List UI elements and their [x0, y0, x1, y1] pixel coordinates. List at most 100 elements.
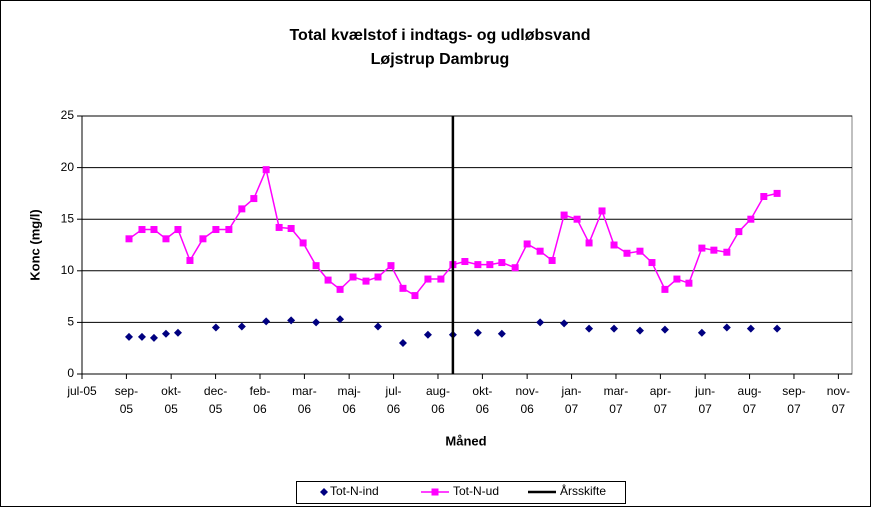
x-tick-label: jul-05 — [66, 384, 97, 398]
y-tick-label: 15 — [61, 211, 75, 225]
data-point — [423, 330, 432, 339]
data-point — [137, 332, 146, 341]
data-point — [312, 262, 320, 270]
data-point — [648, 259, 656, 267]
data-point — [374, 273, 382, 281]
x-tick-label: jan-07 — [561, 384, 582, 416]
data-point — [212, 226, 220, 234]
data-point — [523, 240, 531, 248]
x-tick-label: okt-05 — [161, 384, 181, 416]
legend-marker — [320, 488, 328, 496]
data-point — [585, 239, 593, 247]
x-axis-title: Måned — [445, 433, 486, 448]
x-tick-label: feb-06 — [250, 384, 271, 416]
data-point — [473, 328, 482, 337]
data-point — [760, 192, 768, 200]
data-point — [262, 166, 270, 174]
data-point — [461, 258, 469, 266]
data-point — [336, 315, 345, 324]
data-point — [474, 261, 482, 269]
chart-subtitle: Løjstrup Dambrug — [371, 51, 510, 68]
data-point — [125, 235, 133, 243]
x-tick-label: dec-05 — [204, 384, 227, 416]
data-point — [560, 319, 569, 328]
data-point — [560, 211, 568, 219]
data-point — [636, 247, 644, 255]
data-point — [598, 207, 606, 215]
x-tick-label: mar-06 — [292, 384, 317, 416]
data-point — [610, 241, 618, 249]
data-point — [673, 275, 681, 283]
y-tick-label: 20 — [61, 160, 75, 174]
data-point — [661, 285, 669, 293]
x-tick-label: aug-07 — [738, 384, 762, 416]
data-point — [149, 333, 158, 342]
y-tick-label: 5 — [67, 315, 74, 329]
data-point — [162, 235, 170, 243]
data-point — [161, 329, 170, 338]
data-point — [773, 189, 781, 197]
data-point — [660, 325, 669, 334]
x-tick-label: apr-07 — [650, 384, 671, 416]
data-point — [349, 273, 357, 281]
data-point — [299, 239, 307, 247]
data-point — [374, 322, 383, 331]
data-point — [399, 284, 407, 292]
data-point — [150, 226, 158, 234]
data-point — [697, 328, 706, 337]
legend-box — [296, 481, 626, 504]
legend-label: Tot-N-ind — [330, 484, 379, 498]
x-tick-label: jul-06 — [385, 384, 402, 416]
data-point — [635, 326, 644, 335]
x-tick-label: okt-06 — [472, 384, 492, 416]
data-point — [186, 256, 194, 264]
x-tick-label: maj-06 — [337, 384, 360, 416]
data-point — [287, 316, 296, 325]
data-point — [747, 215, 755, 223]
data-point — [125, 332, 134, 341]
data-point — [710, 246, 718, 254]
data-point — [698, 244, 706, 252]
data-point — [548, 256, 556, 264]
y-tick-label: 0 — [67, 366, 74, 380]
data-point — [497, 329, 506, 338]
data-point — [585, 324, 594, 333]
data-point — [312, 318, 321, 327]
data-point — [362, 277, 370, 285]
plot-area — [81, 115, 853, 375]
data-point — [486, 261, 494, 269]
data-point — [287, 224, 295, 232]
legend-label: Tot-N-ud — [453, 484, 499, 498]
data-point — [173, 328, 182, 337]
legend-marker — [431, 488, 439, 496]
y-tick-label: 10 — [61, 263, 75, 277]
data-point — [623, 249, 631, 257]
data-point — [275, 223, 283, 231]
y-axis-title: Konc (mg/l) — [27, 209, 42, 281]
data-point — [536, 247, 544, 255]
data-point — [387, 262, 395, 270]
chart-title: Total kvælstof i indtags- og udløbsvand — [289, 27, 590, 44]
x-tick-label: nov-06 — [515, 384, 538, 416]
data-point — [398, 339, 407, 348]
x-tick-label: jun-07 — [694, 384, 715, 416]
data-point — [237, 322, 246, 331]
data-point — [511, 264, 519, 272]
data-point — [238, 205, 246, 213]
data-point — [250, 195, 258, 203]
data-point — [536, 318, 545, 327]
data-point — [735, 228, 743, 236]
data-point — [138, 226, 146, 234]
data-point — [437, 275, 445, 283]
legend-label: Årsskifte — [560, 483, 606, 498]
x-tick-label: mar-07 — [604, 384, 629, 416]
data-point — [324, 276, 332, 284]
data-point — [424, 275, 432, 283]
data-point — [685, 279, 693, 287]
data-point — [722, 323, 731, 332]
data-point — [773, 324, 782, 333]
data-point — [610, 324, 619, 333]
data-point — [199, 235, 207, 243]
data-point — [573, 215, 581, 223]
